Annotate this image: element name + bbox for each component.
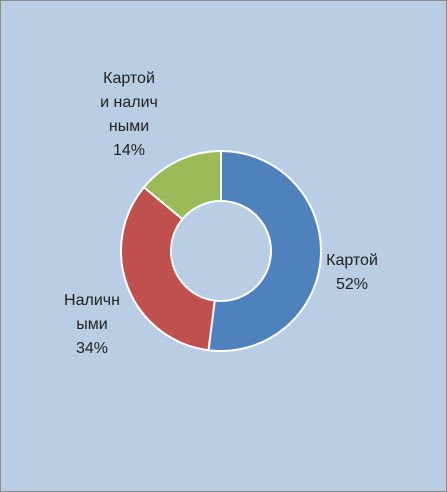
value-label: 14% bbox=[112, 142, 146, 159]
slice-label: Картой 52% bbox=[321, 249, 383, 297]
slice-label: Картой и наличными 14% bbox=[98, 67, 160, 163]
slice-label: Наличными 34% bbox=[61, 289, 123, 361]
donut-slice bbox=[120, 185, 216, 352]
category-label: Картой bbox=[326, 252, 378, 269]
donut-slice bbox=[142, 149, 222, 221]
value-label: 34% bbox=[75, 340, 109, 357]
category-label: Наличными bbox=[64, 292, 120, 333]
value-label: 52% bbox=[335, 276, 369, 293]
category-label: Картой и наличными bbox=[100, 70, 158, 135]
donut-slice bbox=[207, 149, 322, 352]
